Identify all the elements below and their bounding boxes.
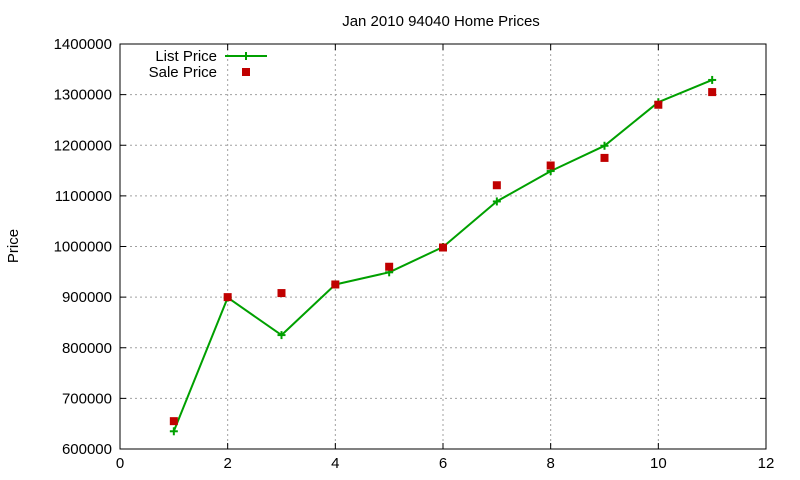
data-point-list-price bbox=[708, 75, 717, 84]
data-point-sale-price bbox=[654, 100, 663, 109]
data-point-sale-price bbox=[169, 417, 178, 426]
legend: List Price Sale Price bbox=[149, 48, 267, 81]
y-tick-label: 600000 bbox=[62, 441, 112, 458]
data-point-sale-price bbox=[385, 262, 394, 271]
y-tick-label: 1100000 bbox=[55, 188, 112, 205]
y-tick-label: 900000 bbox=[62, 289, 112, 306]
x-tick-label: 4 bbox=[331, 455, 339, 472]
x-tick-label: 2 bbox=[223, 455, 231, 472]
data-point-sale-price bbox=[546, 161, 555, 170]
axes: 0 2 4 6 8 10 12 600000 700000 800000 900000 1000000… bbox=[54, 36, 775, 472]
y-tick-label: 1300000 bbox=[54, 87, 112, 104]
x-tick-label: 0 bbox=[116, 455, 124, 472]
data-point-list-price bbox=[492, 197, 501, 206]
y-axis-label: Price bbox=[5, 229, 22, 263]
data-point-sale-price bbox=[492, 181, 501, 190]
chart-title: Jan 2010 94040 Home Prices bbox=[342, 13, 540, 30]
x-tick-label: 10 bbox=[650, 455, 667, 472]
plot-border bbox=[119, 43, 767, 450]
y-tick-label: 1400000 bbox=[54, 36, 112, 53]
series bbox=[169, 75, 717, 436]
y-tick-label: 700000 bbox=[62, 390, 112, 407]
data-point-sale-price bbox=[708, 88, 717, 97]
data-point-sale-price bbox=[439, 243, 447, 252]
y-tick-label: 1200000 bbox=[54, 137, 112, 154]
legend-marker-list-price bbox=[242, 52, 250, 60]
data-point-list-price bbox=[600, 141, 609, 150]
y-tick-label: 800000 bbox=[62, 340, 112, 357]
legend-label-sale-price: Sale Price bbox=[149, 64, 217, 81]
data-point-sale-price bbox=[277, 289, 286, 298]
data-point-sale-price bbox=[223, 293, 232, 302]
x-tick-label: 12 bbox=[758, 455, 775, 472]
legend-marker-sale-price bbox=[242, 68, 250, 76]
data-point-sale-price bbox=[600, 153, 609, 162]
data-point-list-price bbox=[277, 331, 286, 340]
data-point-list-price bbox=[169, 427, 178, 436]
legend-label-list-price: List Price bbox=[155, 48, 217, 65]
y-tick-label: 1000000 bbox=[54, 239, 112, 256]
data-point-sale-price bbox=[331, 280, 340, 289]
x-tick-label: 8 bbox=[546, 455, 554, 472]
x-tick-label: 6 bbox=[439, 455, 447, 472]
